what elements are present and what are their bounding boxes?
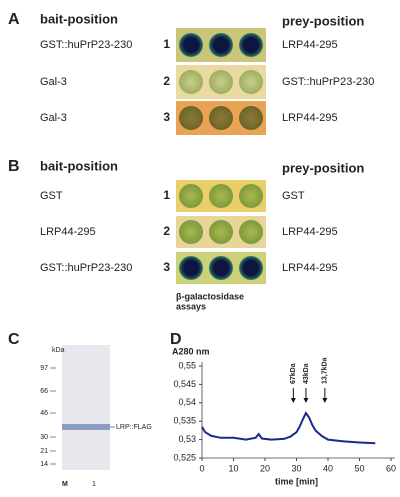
colony (209, 70, 233, 94)
bait-label: GST (40, 190, 63, 202)
annotation-label: 67kDa (290, 363, 297, 384)
caption: assays (176, 301, 206, 311)
prey-label: GST (282, 190, 305, 202)
panel-label: C (8, 331, 20, 348)
arrow-head (322, 398, 328, 403)
colony (179, 184, 203, 208)
prey-heading: prey-position (282, 13, 364, 28)
bait-heading: bait-position (40, 158, 118, 173)
bait-label: Gal-3 (40, 76, 67, 88)
colony (209, 184, 233, 208)
panel-label: A (8, 11, 20, 28)
colony (209, 33, 233, 57)
arrow-head (290, 398, 296, 403)
plates (176, 28, 266, 284)
marker-label: 97 (40, 365, 48, 372)
row-number: 1 (163, 37, 170, 51)
annotation-label: 13,7kDa (322, 357, 329, 384)
bait-label: Gal-3 (40, 112, 67, 124)
bait-label: GST::huPrP23-230 (40, 262, 132, 274)
colony (179, 106, 203, 130)
x-tick-label: 10 (228, 463, 238, 473)
gel-lane (62, 345, 110, 470)
gel (62, 345, 110, 470)
y-axis-label: A280 nm (172, 346, 210, 356)
row-number: 3 (163, 260, 170, 274)
x-tick-label: 0 (199, 463, 204, 473)
x-tick-label: 30 (291, 463, 301, 473)
bait-label: GST::huPrP23-230 (40, 39, 132, 51)
x-axis-label: time [min] (275, 476, 318, 486)
annotation-label: 43kDa (303, 363, 310, 384)
colony (239, 70, 263, 94)
unit: kDa (52, 347, 65, 354)
colony (239, 184, 263, 208)
lane-label: 1 (92, 481, 96, 488)
prey-label: LRP44-295 (282, 262, 338, 274)
colony (239, 256, 263, 280)
colony (209, 256, 233, 280)
colony (209, 106, 233, 130)
y-tick-label: 0,525 (173, 452, 196, 462)
panel-label: D (170, 331, 182, 348)
colony (179, 220, 203, 244)
y-tick-label: 0,545 (173, 379, 196, 389)
y-tick-label: 0,535 (173, 416, 196, 426)
bait-heading: bait-position (40, 11, 118, 26)
prey-label: LRP44-295 (282, 112, 338, 124)
panel-label: B (8, 158, 20, 175)
marker-label: 66 (40, 388, 48, 395)
row-number: 3 (163, 110, 170, 124)
prey-heading: prey-position (282, 160, 364, 175)
prey-label: GST::huPrP23-230 (282, 76, 374, 88)
y-tick-label: 0,53 (178, 434, 196, 444)
lane-label: M (62, 481, 68, 488)
prey-label: LRP44-295 (282, 226, 338, 238)
colony (239, 33, 263, 57)
row-number: 2 (163, 74, 170, 88)
row-number: 1 (163, 188, 170, 202)
colony (209, 220, 233, 244)
marker-label: 46 (40, 410, 48, 417)
marker-label: 21 (40, 448, 48, 455)
x-tick-label: 20 (260, 463, 270, 473)
x-tick-label: 40 (323, 463, 333, 473)
x-tick-label: 60 (386, 463, 396, 473)
row-number: 2 (163, 224, 170, 238)
y-tick-label: 0,54 (178, 397, 196, 407)
colony (179, 33, 203, 57)
arrow-head (303, 398, 309, 403)
band-label: LRP::FLAG (116, 424, 152, 431)
x-tick-label: 50 (354, 463, 364, 473)
y-tick-label: 0,55 (178, 360, 196, 370)
gel-band (62, 424, 110, 430)
colony (239, 220, 263, 244)
marker-label: 14 (40, 461, 48, 468)
colony (239, 106, 263, 130)
line (201, 411, 376, 445)
prey-label: LRP44-295 (282, 39, 338, 51)
colony (179, 70, 203, 94)
colony (179, 256, 203, 280)
caption: β-galactosidase (176, 291, 244, 301)
marker-label: 30 (40, 434, 48, 441)
bait-label: LRP44-295 (40, 226, 96, 238)
